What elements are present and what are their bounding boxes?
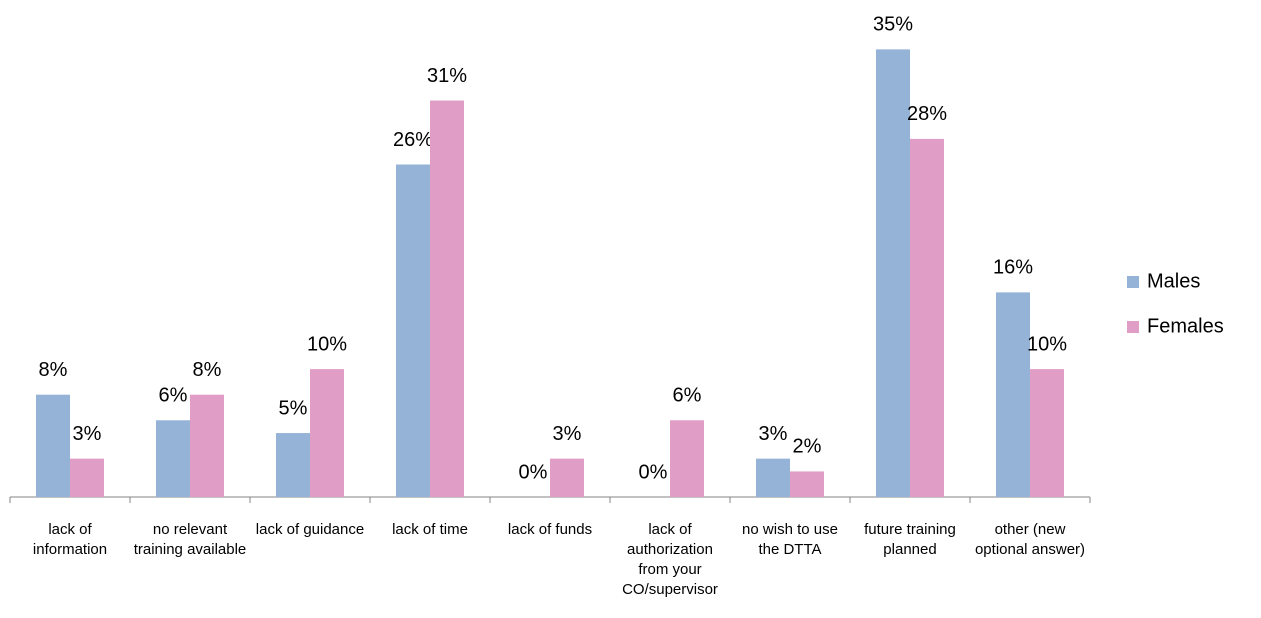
bar [156,420,190,497]
data-label: 35% [873,14,913,36]
x-tick-label: other (new optional answer) [974,521,1086,558]
data-label: 2% [793,436,822,458]
bar [790,471,824,497]
data-label: 0% [639,461,668,483]
bar [36,394,70,497]
data-label: 10% [1027,333,1067,355]
bar [276,433,310,497]
bar [670,420,704,497]
bar [396,164,430,497]
bar [756,458,790,497]
data-label: 6% [673,385,702,407]
legend-label: Females [1147,315,1224,337]
x-tick-label: no relevant training available [133,521,247,558]
bar [310,369,344,497]
bar [876,49,910,498]
x-tick-label: lack of funds [507,521,593,538]
bar [1030,369,1064,497]
data-label: 6% [159,385,188,407]
data-label: 0% [519,461,548,483]
data-label: 26% [393,129,433,151]
x-tick-label: lack of authorization from your CO/super… [622,521,718,598]
data-label: 8% [193,359,222,381]
data-label: 31% [427,65,467,87]
data-label: 3% [553,423,582,445]
x-tick-label: lack of time [392,521,468,538]
data-label: 10% [307,333,347,355]
data-label: 5% [279,397,308,419]
bar [70,458,104,497]
legend-label: Males [1147,270,1200,292]
bar [550,458,584,497]
bar [996,292,1030,497]
data-label: 3% [759,423,788,445]
bar [190,394,224,497]
bar [910,138,944,498]
x-tick-label: lack of information [32,521,108,558]
data-label: 28% [907,103,947,125]
x-tick-label: lack of guidance [255,521,365,538]
data-label: 16% [993,257,1033,279]
data-label: 3% [73,423,102,445]
x-tick-label: future training planned [864,521,956,558]
bar [430,100,464,498]
legend-swatch [1127,321,1139,333]
legend-swatch [1127,276,1139,288]
data-label: 8% [39,359,68,381]
x-tick-label: no wish to use the DTTA [742,521,838,558]
